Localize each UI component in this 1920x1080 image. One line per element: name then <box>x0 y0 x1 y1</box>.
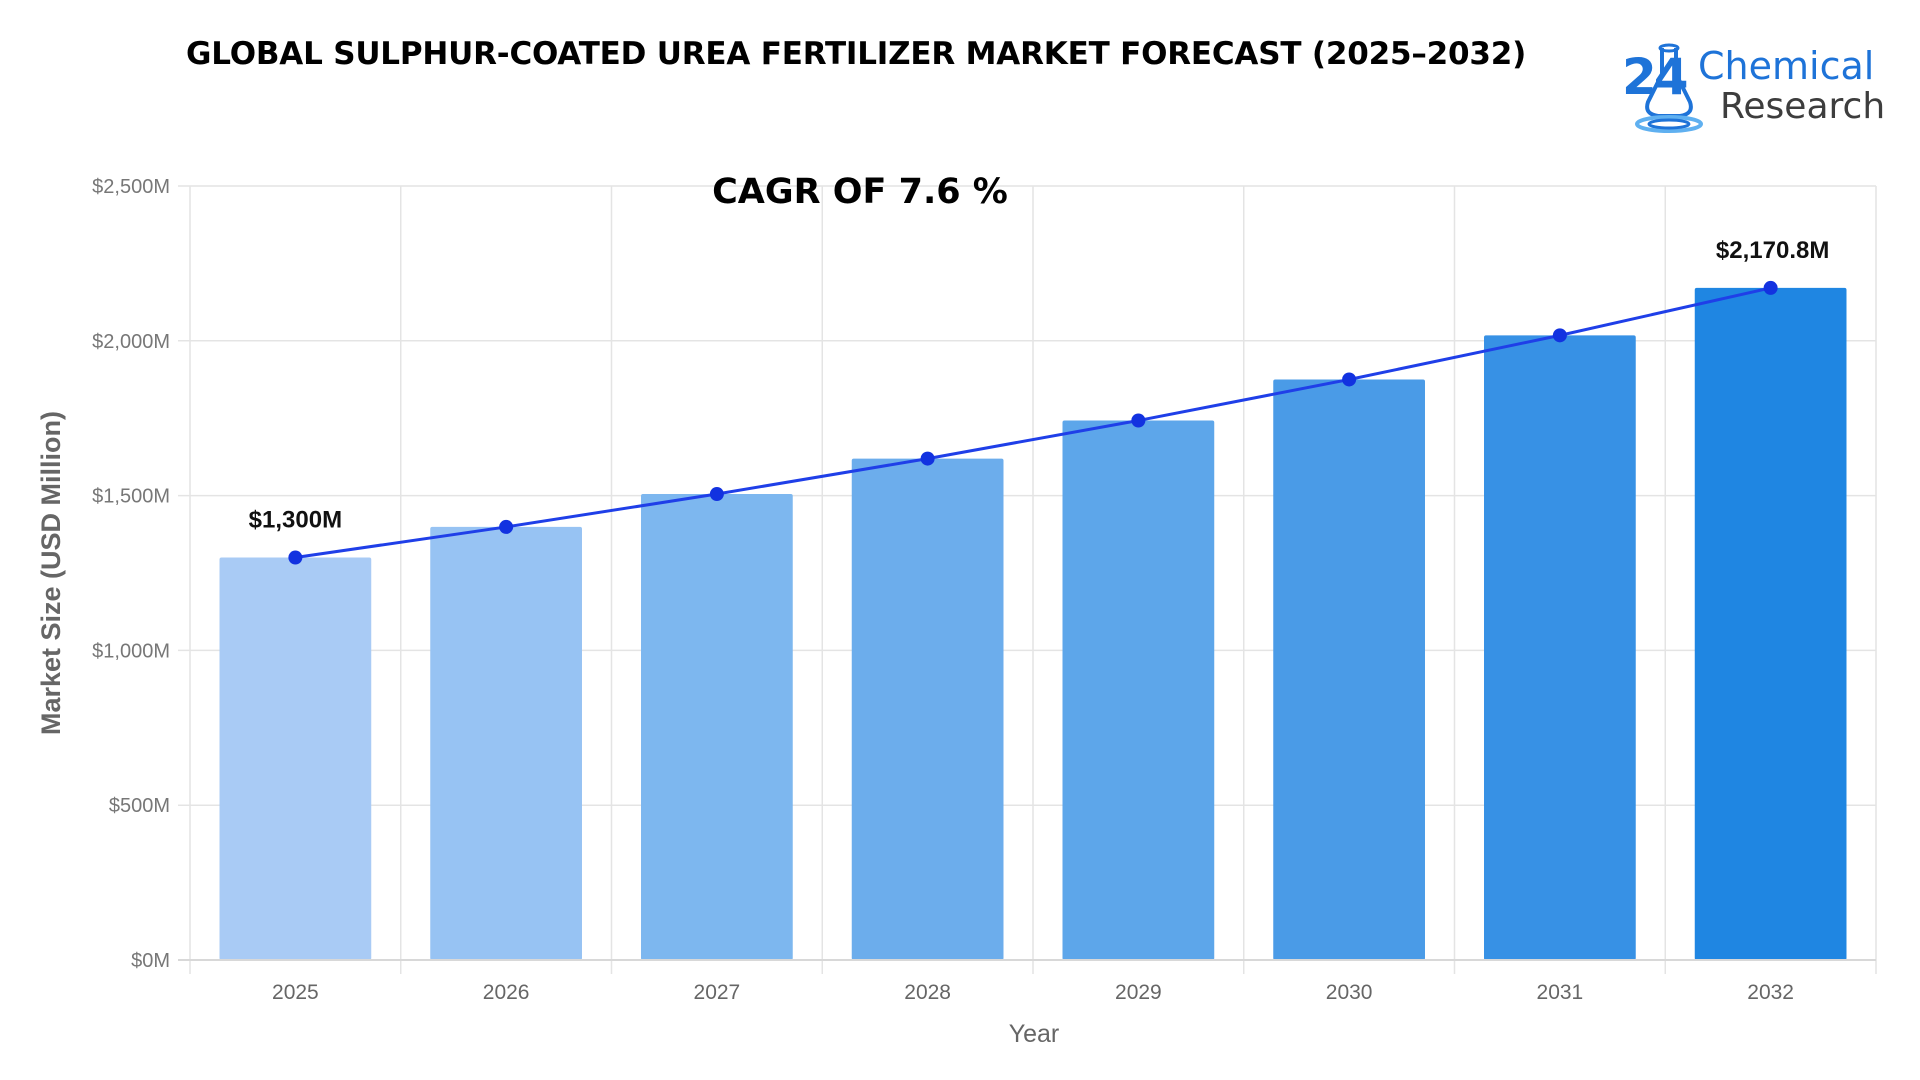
y-tick-label: $500M <box>109 795 170 817</box>
bar-2025 <box>219 557 372 960</box>
bar-2026 <box>430 526 582 960</box>
logo-number: 24 <box>1622 48 1689 106</box>
data-labels: $1,300M $2,170.8M <box>249 237 1830 534</box>
y-tick-label: $2,000M <box>92 331 170 353</box>
trend-line <box>288 280 1778 565</box>
y-tick-label: $2,500M <box>92 176 170 198</box>
bar-2032 <box>1694 287 1847 961</box>
data-label: $1,300M <box>249 507 342 534</box>
trend-point-2026 <box>499 519 514 534</box>
bars <box>219 287 1847 961</box>
x-tick-label: 2030 <box>1326 981 1373 1004</box>
trend-point-2025 <box>288 550 303 565</box>
bar-2029 <box>1062 420 1215 960</box>
trend-point-2027 <box>709 487 724 502</box>
logo-text-research: Research <box>1720 86 1886 127</box>
trend-point-2029 <box>1131 413 1146 428</box>
brand-logo: 24 Chemical Research <box>1618 40 1888 140</box>
x-tick-label: 2028 <box>904 981 951 1004</box>
x-tick-label: 2027 <box>694 981 741 1004</box>
logo-text-chemical: Chemical <box>1698 44 1875 88</box>
chart-title: GLOBAL SULPHUR-COATED UREA FERTILIZER MA… <box>186 36 1527 72</box>
trend-point-2031 <box>1552 328 1567 343</box>
y-axis-title: Market Size (USD Million) <box>36 411 66 735</box>
axes: $0M $500M $1,000M $1,500M $2,000M $2,500M 2025… <box>92 176 1876 1004</box>
bar-2031 <box>1484 335 1636 960</box>
flask-icon <box>1635 43 1703 133</box>
x-tick-label: 2032 <box>1747 981 1794 1004</box>
x-tick-label: 2025 <box>272 981 319 1004</box>
trend-line-path <box>295 286 1771 560</box>
y-tick-label: $1,500M <box>92 486 170 508</box>
bar-2027 <box>641 494 793 960</box>
trend-point-2032 <box>1763 280 1778 295</box>
trend-point-2030 <box>1342 372 1357 387</box>
x-tick-label: 2026 <box>483 981 530 1004</box>
bar-2030 <box>1273 379 1425 960</box>
x-tick-label: 2031 <box>1537 981 1584 1004</box>
data-label: $2,170.8M <box>1716 237 1829 264</box>
y-tick-label: $1,000M <box>92 640 170 662</box>
trend-point-2028 <box>920 451 935 466</box>
y-tick-label: $0M <box>131 950 170 972</box>
bar-2028 <box>851 458 1004 960</box>
x-tick-label: 2029 <box>1115 981 1162 1004</box>
cagr-label: CAGR OF 7.6 % <box>712 172 1008 212</box>
x-axis-title: Year <box>1009 1020 1060 1048</box>
